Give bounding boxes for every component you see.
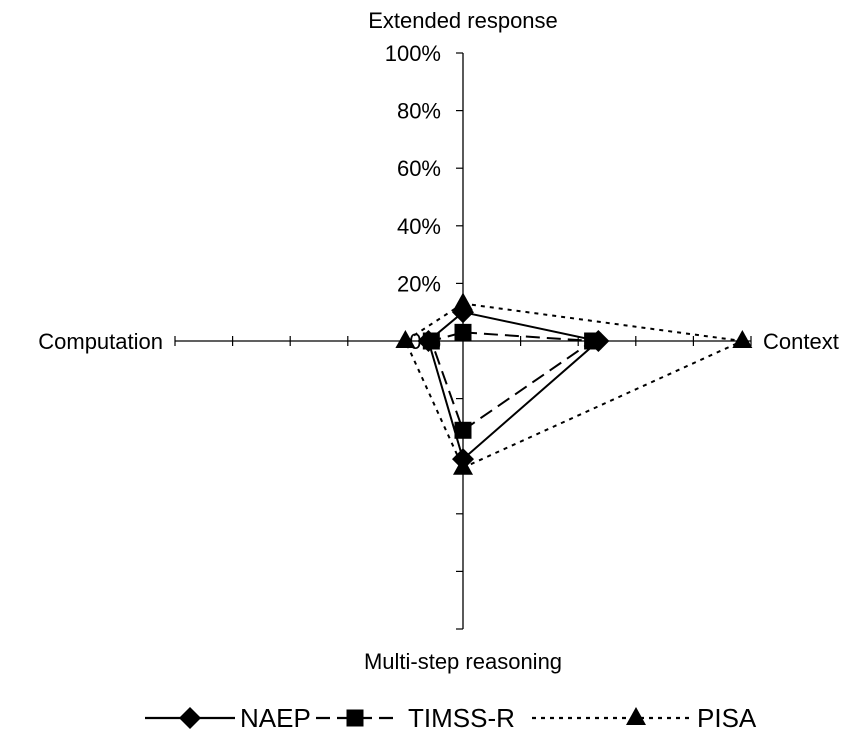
legend-marker-naep	[179, 707, 201, 729]
series-line-timss-r	[430, 331, 596, 432]
legend-label-timss-r: TIMSS-R	[408, 703, 515, 732]
tick-label: 20%	[397, 271, 441, 296]
data-point-pisa	[453, 456, 473, 475]
legend: NAEP TIMSS-R PISA	[145, 703, 757, 732]
legend-label-pisa: PISA	[697, 703, 757, 732]
series-pisa	[395, 292, 753, 475]
tick-label: 40%	[397, 214, 441, 239]
axis-titles: Extended response Context Multi-step reaso…	[38, 8, 839, 674]
data-point-timss-r	[454, 323, 472, 341]
legend-item-naep: NAEP	[145, 703, 311, 732]
data-point-pisa	[732, 330, 753, 348]
axis-title-context: Context	[763, 329, 839, 354]
legend-item-timss-r: TIMSS-R	[316, 703, 515, 732]
data-point-timss-r	[422, 332, 440, 350]
legend-label-naep: NAEP	[240, 703, 311, 732]
legend-item-pisa: PISA	[532, 703, 757, 732]
axis-title-extended-response: Extended response	[368, 8, 558, 33]
data-point-pisa	[395, 330, 416, 348]
legend-marker-pisa	[626, 707, 646, 725]
axis-title-multi-step-reasoning: Multi-step reasoning	[364, 649, 562, 674]
tick-label: 100%	[385, 41, 441, 66]
chart-axes	[174, 52, 752, 630]
data-point-timss-r	[454, 421, 472, 439]
axis-title-computation: Computation	[38, 329, 163, 354]
data-point-timss-r	[584, 332, 602, 350]
tick-label: 80%	[397, 99, 441, 124]
tick-labels: 0%20%40%60%80%100%	[385, 41, 441, 354]
series-layer	[395, 292, 753, 475]
tick-label: 60%	[397, 156, 441, 181]
data-point-pisa	[453, 292, 473, 311]
series-timss-r	[422, 323, 602, 439]
legend-marker-timss-r	[346, 709, 364, 727]
